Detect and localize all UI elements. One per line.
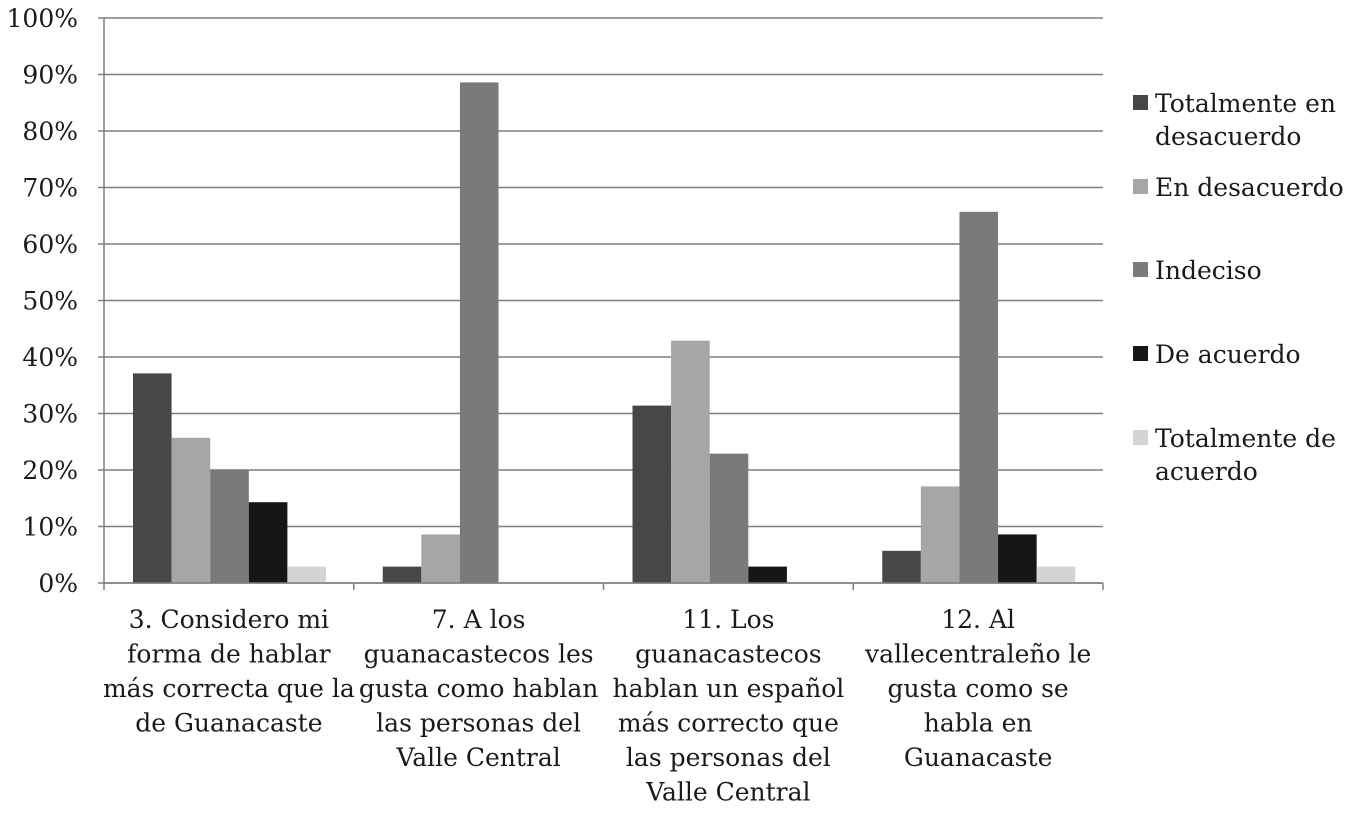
y-tick-label: 50% bbox=[22, 287, 78, 316]
bar bbox=[171, 437, 211, 583]
legend-swatch bbox=[1133, 179, 1148, 194]
bar bbox=[287, 566, 326, 583]
legend-swatch bbox=[1133, 430, 1148, 445]
y-tick-label: 20% bbox=[22, 456, 78, 485]
bar bbox=[671, 340, 710, 583]
y-tick-label: 60% bbox=[22, 230, 78, 259]
bar bbox=[748, 566, 787, 583]
y-tick-label: 100% bbox=[7, 4, 78, 33]
bar bbox=[421, 534, 460, 583]
bar bbox=[1036, 566, 1076, 583]
legend-label: En desacuerdo bbox=[1155, 173, 1344, 202]
legend-swatch bbox=[1133, 262, 1148, 277]
x-category-label: 7. A los guanacastecos les gusta como habl… bbox=[359, 605, 599, 772]
legend-label: Totalmente en desacuerdo bbox=[1155, 89, 1336, 151]
bar bbox=[248, 502, 288, 583]
y-tick-label: 80% bbox=[22, 117, 78, 146]
bar bbox=[920, 486, 960, 583]
legend: Totalmente en desacuerdo En desacuerdo Inde… bbox=[1133, 89, 1344, 486]
legend-label: De acuerdo bbox=[1155, 340, 1301, 369]
y-tick-label: 70% bbox=[22, 174, 78, 203]
category-labels: 3. Considero mi forma de hablar más correc… bbox=[103, 605, 1091, 807]
x-category-label: 3. Considero mi forma de hablar más correc… bbox=[103, 605, 355, 738]
x-axis bbox=[103, 582, 1104, 590]
y-tick-label: 0% bbox=[38, 569, 78, 598]
legend-label: Totalmente de acuerdo bbox=[1155, 424, 1336, 486]
x-category-label: 11. Los guanacastecos hablan un español más… bbox=[612, 605, 844, 807]
bar bbox=[998, 534, 1037, 583]
y-tick-label: 40% bbox=[22, 343, 78, 372]
legend-swatch bbox=[1133, 346, 1148, 361]
y-tick-label: 30% bbox=[22, 400, 78, 429]
bar bbox=[133, 373, 172, 583]
legend-label: Indeciso bbox=[1155, 256, 1262, 285]
bar bbox=[959, 211, 999, 584]
x-category-label: 12. Al vallecentraleño le gusta como se hab… bbox=[864, 605, 1091, 772]
bar bbox=[709, 453, 749, 583]
bar bbox=[382, 566, 422, 583]
bar bbox=[459, 82, 499, 583]
y-axis-ticks: 0% 10% 20% 30% 40% 50% 60% 70% 80% 90% 100% bbox=[7, 4, 78, 598]
bar bbox=[632, 405, 672, 583]
y-tick-label: 10% bbox=[22, 513, 78, 542]
legend-swatch bbox=[1133, 95, 1148, 110]
y-tick-label: 90% bbox=[22, 61, 78, 90]
bar bbox=[882, 550, 921, 583]
bars bbox=[133, 82, 1076, 584]
bar bbox=[210, 470, 249, 583]
